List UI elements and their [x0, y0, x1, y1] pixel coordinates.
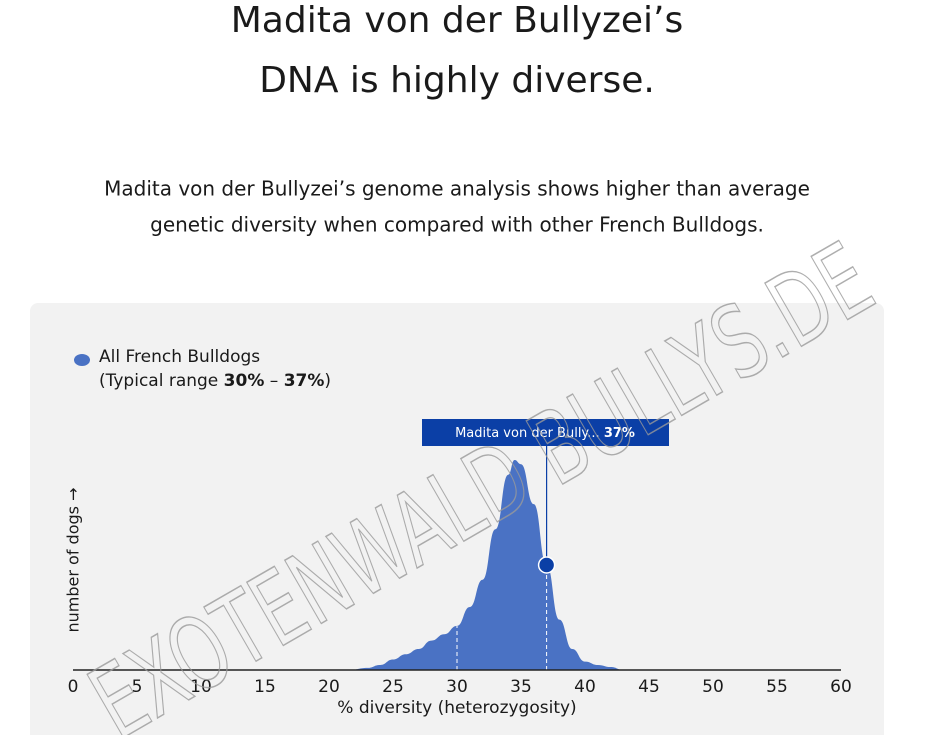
x-axis-label: % diversity (heterozygosity) [337, 698, 576, 718]
marker-label: Madita von der Bully... 37% [455, 426, 635, 441]
plot: 0 5 10 15 20 25 30 35 40 45 50 55 60 Madita von der B… [68, 419, 852, 697]
x-tick-label: 60 [830, 677, 852, 697]
range-high: 37% [284, 371, 325, 391]
chart-panel [30, 303, 884, 739]
legend-swatch [74, 354, 90, 366]
title-line: Madita von der Bullyzei’s [231, 0, 684, 41]
range-sep: – [270, 371, 279, 391]
y-axis-label: number of dogs → [64, 488, 83, 633]
legend-note-prefix: (Typical range [99, 371, 218, 391]
marker-dot [537, 556, 556, 574]
range-low: 30% [224, 371, 265, 391]
x-tick-label: 40 [574, 677, 596, 697]
legend-label: All French Bulldogs [99, 347, 260, 367]
x-tick-label: 5 [132, 677, 143, 697]
legend-note: (Typical range 30% – 37%) [99, 371, 331, 391]
x-tick-label: 20 [318, 677, 340, 697]
density-area [349, 460, 624, 670]
marker-label-box [422, 419, 669, 446]
x-tick-label: 45 [638, 677, 660, 697]
x-tick-label: 30 [446, 677, 468, 697]
x-tick-label: 55 [766, 677, 788, 697]
x-tick-label: 50 [702, 677, 724, 697]
title-line: DNA is highly diverse. [259, 60, 655, 101]
x-tick-label: 10 [190, 677, 212, 697]
x-tick-label: 35 [510, 677, 532, 697]
description-line: Madita von der Bullyzei’s genome analysi… [104, 177, 810, 201]
x-tick-label: 25 [382, 677, 404, 697]
x-tick-label: 0 [68, 677, 79, 697]
legend-note-suffix: ) [324, 371, 331, 391]
marker-name: Madita von der Bully... [455, 426, 600, 441]
description-line: genetic diversity when compared with oth… [150, 213, 764, 237]
marker-value-label: 37% [604, 426, 635, 441]
x-tick-label: 15 [254, 677, 276, 697]
